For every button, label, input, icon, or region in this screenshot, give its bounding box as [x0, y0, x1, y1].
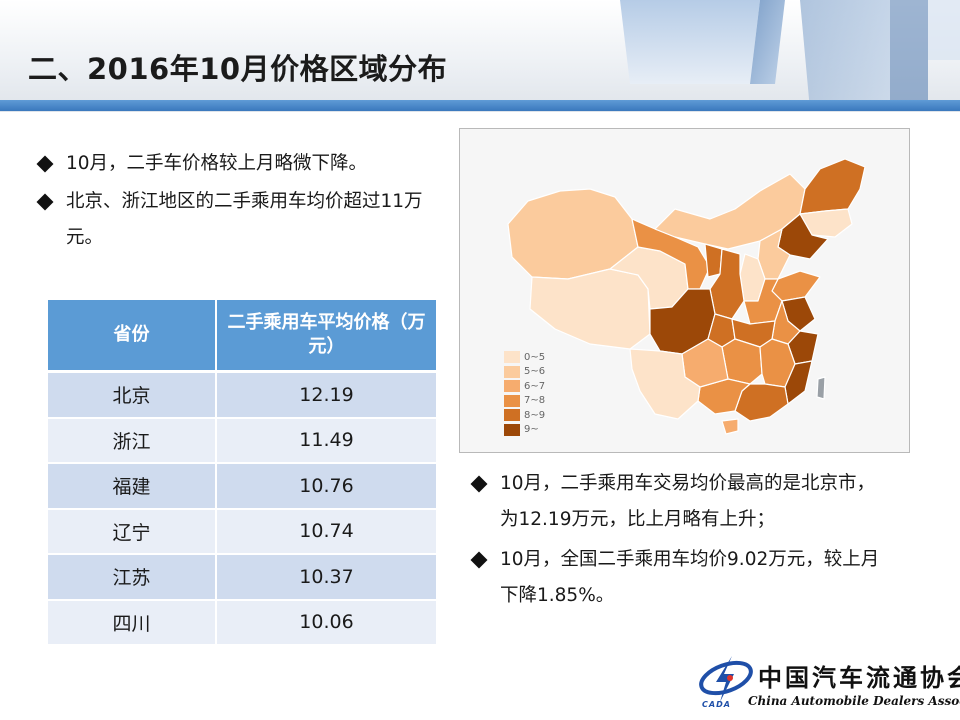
- map-region-ningxia: [704, 243, 723, 278]
- legend-label: 7~8: [524, 395, 546, 407]
- cell-price: 10.76: [216, 463, 436, 510]
- bullet-text: 10月，二手乘用车交易均价最高的是北京市，为12.19万元，比上月略有上升；: [500, 473, 876, 530]
- cell-province: 辽宁: [48, 508, 217, 555]
- logo-abbreviation: CADA: [702, 700, 731, 709]
- right-bullet-list: 10月，二手乘用车交易均价最高的是北京市，为12.19万元，比上月略有上升； 1…: [470, 466, 890, 618]
- map-region-heilongjiang: [799, 158, 866, 215]
- bullet-item: 北京、浙江地区的二手乘用车均价超过11万元。: [36, 184, 446, 256]
- slide-header: 二、2016年10月价格区域分布: [0, 0, 960, 112]
- table-row: 四川 10.06: [48, 599, 436, 646]
- map-region-taiwan: [816, 376, 826, 400]
- table-header-row: 省份 二手乘用车平均价格（万元）: [48, 300, 436, 373]
- map-region-fujian: [784, 360, 813, 405]
- bullet-item: 10月，二手乘用车交易均价最高的是北京市，为12.19万元，比上月略有上升；: [470, 466, 890, 538]
- legend-swatch: [504, 394, 520, 407]
- legend-label: 6~7: [524, 380, 546, 392]
- cell-province: 浙江: [48, 417, 217, 464]
- map-region-xizang: [529, 268, 651, 350]
- map-region-yunnan: [629, 348, 701, 420]
- table-row: 浙江 11.49: [48, 417, 436, 464]
- cell-price: 12.19: [216, 371, 436, 419]
- province-price-table: 省份 二手乘用车平均价格（万元） 北京 12.19 浙江 11.49 福建 10…: [48, 300, 436, 646]
- page-title: 二、2016年10月价格区域分布: [28, 52, 448, 86]
- legend-item: 8~9: [504, 408, 545, 423]
- header-decoration: [620, 0, 960, 110]
- choropleth-map: [507, 158, 866, 435]
- legend-swatch: [504, 380, 520, 393]
- column-header-province: 省份: [48, 300, 217, 373]
- map-region-guangxi: [697, 378, 751, 415]
- logo-chinese-name: 中国汽车流通协会: [758, 663, 960, 692]
- legend-label: 9~: [524, 424, 539, 436]
- cell-price: 11.49: [216, 417, 436, 464]
- legend-item: 9~: [504, 423, 545, 438]
- legend-swatch: [504, 409, 520, 422]
- diamond-bullet-icon: [36, 193, 54, 211]
- legend-item: 5~6: [504, 365, 545, 380]
- diamond-bullet-icon: [470, 551, 488, 569]
- diamond-bullet-icon: [36, 155, 54, 173]
- bullet-text: 10月，全国二手乘用车均价9.02万元，较上月下降1.85%。: [500, 549, 880, 606]
- diamond-bullet-icon: [470, 475, 488, 493]
- bullet-text: 北京、浙江地区的二手乘用车均价超过11万元。: [66, 191, 423, 248]
- bullet-item: 10月，全国二手乘用车均价9.02万元，较上月下降1.85%。: [470, 542, 890, 614]
- header-divider: [0, 100, 960, 111]
- map-region-hainan: [721, 418, 739, 435]
- table-row: 江苏 10.37: [48, 554, 436, 601]
- table-row: 福建 10.76: [48, 463, 436, 510]
- cell-province: 福建: [48, 463, 217, 510]
- cell-price: 10.06: [216, 599, 436, 646]
- bullet-item: 10月，二手车价格较上月略微下降。: [36, 146, 446, 182]
- cada-emblem-icon: [699, 656, 753, 702]
- legend-item: 6~7: [504, 379, 545, 394]
- legend-swatch: [504, 351, 520, 364]
- left-bullet-list: 10月，二手车价格较上月略微下降。 北京、浙江地区的二手乘用车均价超过11万元。: [36, 146, 446, 258]
- cell-province: 北京: [48, 371, 217, 419]
- legend-item: 0~5: [504, 350, 545, 365]
- legend-swatch: [504, 365, 520, 378]
- cada-logo: CADA 中国汽车流通协会 China Automobile Dealers A…: [694, 652, 960, 716]
- cell-province: 江苏: [48, 554, 217, 601]
- cell-price: 10.37: [216, 554, 436, 601]
- china-price-map: 0~5 5~6 6~7 7~8 8~9 9~: [459, 128, 910, 453]
- logo-english-name: China Automobile Dealers Association: [748, 694, 960, 708]
- bullet-text: 10月，二手车价格较上月略微下降。: [66, 153, 368, 174]
- column-header-price: 二手乘用车平均价格（万元）: [216, 300, 436, 373]
- cell-price: 10.74: [216, 508, 436, 555]
- legend-item: 7~8: [504, 394, 545, 409]
- cell-province: 四川: [48, 599, 217, 646]
- table-row: 辽宁 10.74: [48, 508, 436, 555]
- legend-label: 0~5: [524, 351, 546, 363]
- legend-label: 8~9: [524, 409, 546, 421]
- legend-swatch: [504, 423, 520, 436]
- table-row: 北京 12.19: [48, 371, 436, 419]
- legend-label: 5~6: [524, 366, 546, 378]
- map-legend: 0~5 5~6 6~7 7~8 8~9 9~: [504, 350, 545, 437]
